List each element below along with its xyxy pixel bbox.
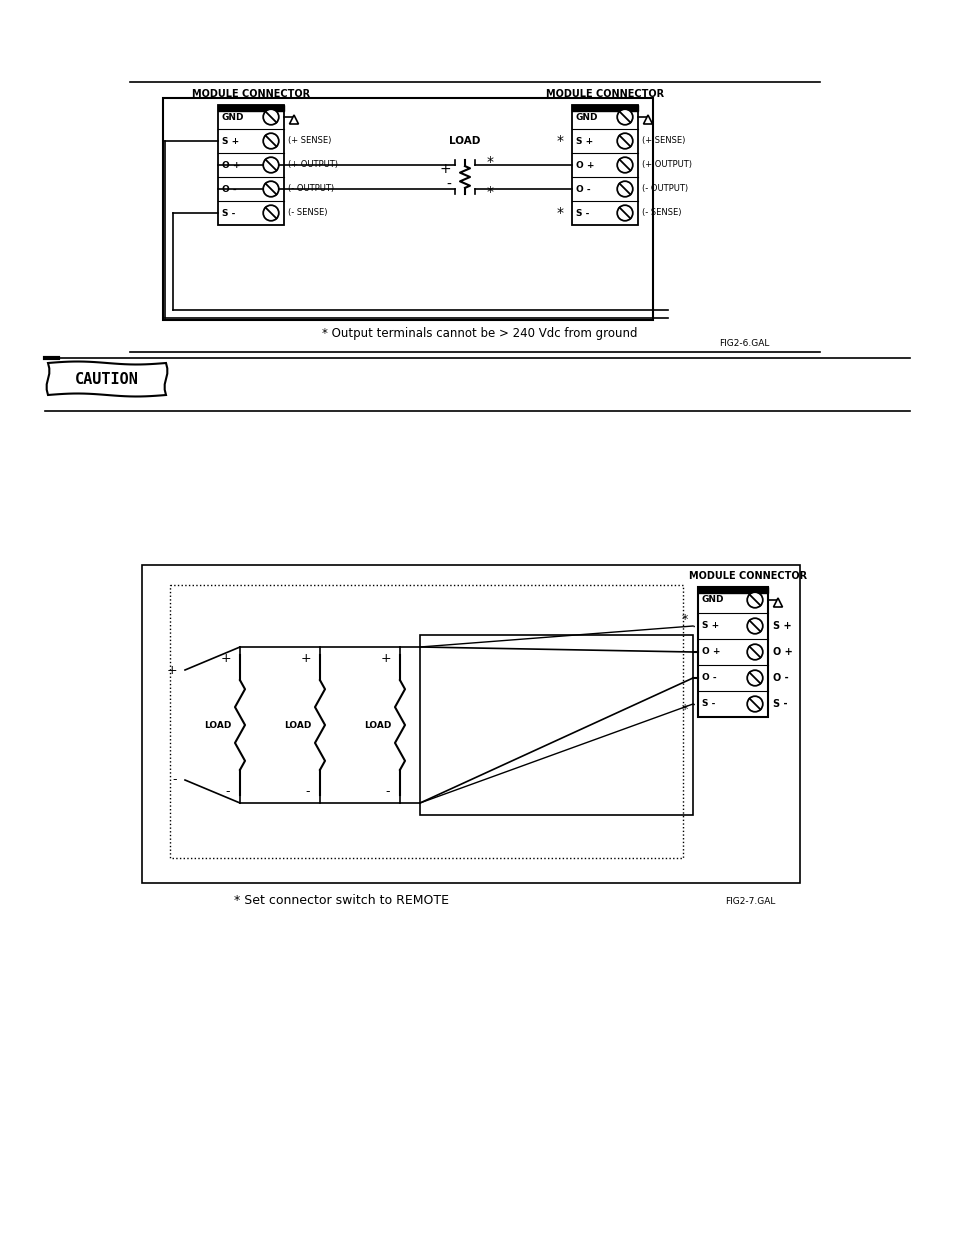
Text: S +: S + [222, 137, 239, 146]
Text: * Set connector switch to REMOTE: * Set connector switch to REMOTE [234, 894, 449, 908]
Bar [170, 585, 682, 858]
Text: S +: S + [701, 621, 719, 631]
Text: O -: O - [576, 184, 590, 194]
Circle shape [265, 206, 277, 219]
Circle shape [618, 159, 631, 172]
Text: -: - [446, 178, 451, 191]
Text: FIG2-7.GAL: FIG2-7.GAL [724, 897, 775, 905]
Bar [218, 105, 284, 111]
Text: +: + [166, 663, 177, 677]
Text: +: + [380, 652, 391, 664]
Text: *: * [681, 704, 687, 716]
Text: +: + [220, 652, 231, 664]
Circle shape [748, 672, 760, 684]
Text: *: * [556, 135, 563, 148]
Text: S -: S - [772, 699, 786, 709]
Text: LOAD: LOAD [449, 136, 480, 146]
Text: MODULE CONNECTOR: MODULE CONNECTOR [688, 571, 806, 580]
Text: GND: GND [701, 595, 723, 604]
Text: S -: S - [576, 209, 589, 217]
Circle shape [265, 135, 277, 147]
Text: CAUTION: CAUTION [75, 372, 139, 387]
Text: *: * [486, 156, 493, 169]
Circle shape [748, 698, 760, 710]
Text: O -: O - [701, 673, 716, 683]
Text: (+ OUTPUT): (+ OUTPUT) [641, 161, 691, 169]
Polygon shape [47, 362, 167, 396]
Text: *: * [556, 206, 563, 220]
Text: *: * [486, 185, 493, 199]
Text: -: - [172, 773, 177, 787]
Circle shape [746, 697, 762, 713]
Text: (+ SENSE): (+ SENSE) [641, 137, 684, 146]
Bar [698, 587, 767, 593]
Text: FIG2-6.GAL: FIG2-6.GAL [719, 338, 769, 348]
Text: GND: GND [576, 112, 598, 121]
Text: (- OUTPUT): (- OUTPUT) [288, 184, 334, 194]
Polygon shape [773, 598, 781, 606]
Circle shape [265, 183, 277, 195]
Text: (- SENSE): (- SENSE) [641, 209, 680, 217]
Circle shape [746, 643, 762, 659]
Text: +: + [439, 162, 451, 177]
Circle shape [746, 618, 762, 634]
Text: -: - [226, 785, 230, 799]
Circle shape [746, 671, 762, 685]
Circle shape [263, 133, 278, 149]
Circle shape [263, 205, 278, 221]
Circle shape [265, 111, 277, 124]
Text: O +: O + [222, 161, 240, 169]
Text: (+ SENSE): (+ SENSE) [288, 137, 331, 146]
Bar [142, 564, 800, 883]
Text: S +: S + [772, 621, 791, 631]
Text: * Output terminals cannot be > 240 Vdc from ground: * Output terminals cannot be > 240 Vdc f… [322, 327, 638, 340]
Circle shape [618, 183, 631, 195]
Text: GND: GND [222, 112, 244, 121]
Text: S -: S - [701, 699, 715, 709]
Text: LOAD: LOAD [364, 720, 392, 730]
Circle shape [265, 159, 277, 172]
Circle shape [748, 620, 760, 632]
Text: -: - [305, 785, 310, 799]
Bar [218, 105, 284, 225]
Text: -: - [385, 785, 390, 799]
Text: (- OUTPUT): (- OUTPUT) [641, 184, 687, 194]
Bar [572, 105, 638, 225]
Bar [419, 635, 692, 815]
Text: MODULE CONNECTOR: MODULE CONNECTOR [545, 89, 663, 99]
Circle shape [748, 646, 760, 658]
Text: O -: O - [772, 673, 788, 683]
Circle shape [263, 109, 278, 125]
Circle shape [617, 182, 633, 198]
Text: O +: O + [701, 647, 720, 657]
Circle shape [617, 109, 633, 125]
Text: MODULE CONNECTOR: MODULE CONNECTOR [192, 89, 310, 99]
Bar [698, 587, 767, 718]
Text: *: * [681, 614, 687, 626]
Text: +: + [300, 652, 311, 664]
Circle shape [617, 205, 633, 221]
Text: (- SENSE): (- SENSE) [288, 209, 327, 217]
Text: (+ OUTPUT): (+ OUTPUT) [288, 161, 337, 169]
Bar [572, 105, 638, 111]
Circle shape [618, 135, 631, 147]
Text: S +: S + [576, 137, 593, 146]
Text: LOAD: LOAD [284, 720, 312, 730]
Circle shape [617, 157, 633, 173]
Circle shape [618, 206, 631, 219]
Text: O -: O - [222, 184, 236, 194]
Bar [163, 98, 652, 320]
Circle shape [263, 157, 278, 173]
Circle shape [618, 111, 631, 124]
Circle shape [263, 182, 278, 198]
Polygon shape [289, 115, 298, 124]
Text: O +: O + [576, 161, 594, 169]
Text: LOAD: LOAD [204, 720, 232, 730]
Text: O +: O + [772, 647, 792, 657]
Circle shape [617, 133, 633, 149]
Circle shape [748, 594, 760, 606]
Text: S -: S - [222, 209, 235, 217]
Circle shape [746, 592, 762, 608]
Polygon shape [643, 115, 652, 124]
